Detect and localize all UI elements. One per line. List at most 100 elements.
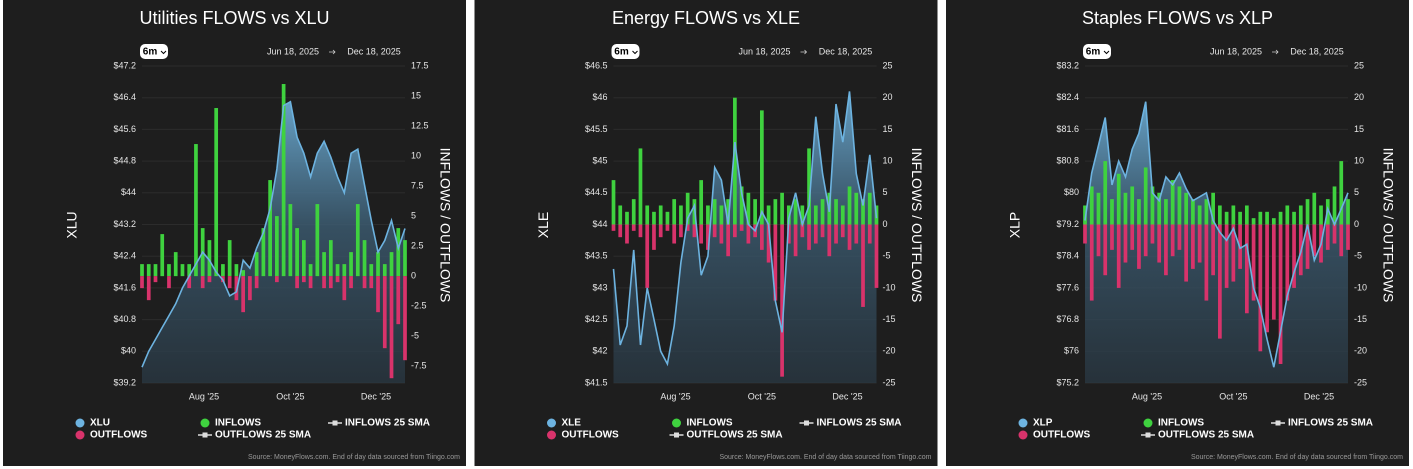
y2-tick-label: -15: [1354, 314, 1367, 324]
date-end[interactable]: Dec 18, 2025: [819, 46, 873, 56]
y2-tick-label: 10: [883, 155, 893, 165]
legend-marker: [75, 430, 85, 440]
outflow-bar: [652, 224, 656, 250]
outflow-bar: [820, 224, 825, 238]
panel: Staples FLOWS vs XLP 6m Jun 18, 2025 Dec 18…: [946, 0, 1409, 466]
inflow-bar: [1258, 211, 1263, 225]
inflow-bar: [328, 240, 333, 277]
legend-label[interactable]: OUTFLOWS 25 SMA: [215, 430, 311, 441]
y-tick-label: $42.5: [585, 314, 608, 324]
inflow-bar: [1292, 211, 1296, 225]
legend-label[interactable]: INFLOWS 25 SMA: [1288, 418, 1373, 429]
inflow-bar: [355, 204, 360, 277]
inflow-bar: [382, 264, 387, 277]
outflow-bar: [867, 224, 872, 244]
chart-title: Energy FLOWS vs XLE: [612, 8, 800, 28]
y-tick-label: $39.2: [113, 377, 136, 387]
outflow-bar: [1130, 224, 1135, 250]
outflow-bar: [1339, 224, 1344, 257]
y2-tick-label: 10: [411, 150, 421, 160]
outflow-bar: [1191, 224, 1195, 269]
range-button-label[interactable]: 6m: [143, 47, 158, 58]
range-button[interactable]: [1083, 44, 1111, 59]
inflow-bar: [652, 211, 656, 225]
date-start[interactable]: Jun 18, 2025: [267, 46, 319, 56]
legend-label[interactable]: INFLOWS: [215, 418, 261, 429]
x-tick-label: Oct '25: [1219, 391, 1247, 401]
inflow-bar: [403, 240, 407, 277]
legend-marker: [672, 418, 681, 428]
inflow-bar: [362, 240, 367, 277]
inflow-bar: [834, 199, 838, 225]
price-area: [142, 101, 405, 383]
inflow-bar: [221, 264, 225, 277]
outflow-bar: [793, 224, 798, 257]
legend-marker: [1143, 418, 1153, 428]
legend-marker: [547, 430, 556, 440]
range-button-label[interactable]: 6m: [614, 47, 629, 58]
date-end[interactable]: Dec 18, 2025: [1290, 46, 1344, 56]
outflow-bar: [362, 276, 367, 289]
inflow-bar: [389, 252, 394, 277]
outflow-bar: [1157, 224, 1162, 263]
date-end[interactable]: Dec 18, 2025: [347, 46, 401, 56]
y-tick-label: $79.2: [1056, 219, 1079, 229]
inflow-bar: [746, 192, 751, 225]
range-button-label[interactable]: 6m: [1086, 47, 1101, 58]
outflow-bar: [1251, 224, 1256, 301]
outflow-bar: [746, 224, 751, 244]
outflow-bar: [1292, 224, 1296, 288]
inflow-bar: [1150, 186, 1155, 225]
outflow-bar: [739, 224, 744, 231]
outflow-bar: [146, 276, 151, 301]
inflow-bar: [1224, 211, 1229, 225]
inflow-bar: [1170, 180, 1175, 225]
legend-label[interactable]: INFLOWS 25 SMA: [817, 418, 902, 429]
outflow-bar: [295, 276, 299, 289]
outflow-bar: [389, 276, 394, 379]
outflow-bar: [1164, 224, 1168, 276]
range-button[interactable]: [140, 44, 168, 59]
inflow-bar: [739, 186, 744, 225]
range-button[interactable]: [611, 44, 640, 59]
legend-label[interactable]: OUTFLOWS 25 SMA: [687, 430, 783, 441]
y2-tick-label: 20: [1354, 92, 1364, 102]
legend-label[interactable]: INFLOWS 25 SMA: [345, 418, 430, 429]
legend-label[interactable]: XLE: [562, 418, 582, 429]
outflow-bar: [699, 224, 704, 244]
outflow-bar: [1110, 224, 1114, 250]
y2-tick-label: 20: [883, 92, 893, 102]
outflow-bar: [840, 224, 845, 238]
legend-label[interactable]: OUTFLOWS: [1033, 430, 1091, 441]
inflow-bar: [1191, 199, 1195, 225]
y-axis-title: XLP: [1007, 212, 1023, 238]
inflow-bar: [214, 108, 219, 277]
date-start[interactable]: Jun 18, 2025: [1210, 46, 1262, 56]
inflow-bar: [227, 240, 232, 277]
y-tick-label: $77.6: [1056, 282, 1079, 292]
outflow-bar: [618, 224, 623, 238]
legend-label[interactable]: XLP: [1033, 418, 1053, 429]
legend-label[interactable]: XLU: [90, 418, 110, 429]
outflow-bar: [342, 276, 347, 301]
x-tick-label: Aug '25: [1132, 391, 1162, 401]
legend-label[interactable]: INFLOWS: [1158, 418, 1204, 429]
y-tick-label: $47.2: [113, 60, 136, 70]
y2-tick-label: -25: [1354, 377, 1367, 387]
x-tick-label: Aug '25: [660, 391, 690, 401]
legend-label[interactable]: INFLOWS: [687, 418, 733, 429]
outflow-bar: [807, 224, 811, 250]
inflow-bar: [611, 180, 616, 225]
inflow-bar: [1130, 186, 1135, 225]
legend-label[interactable]: OUTFLOWS 25 SMA: [1158, 430, 1254, 441]
inflow-bar: [342, 264, 347, 277]
legend-label[interactable]: OUTFLOWS: [562, 430, 620, 441]
legend-marker: [547, 418, 556, 428]
outflow-bar: [1258, 224, 1263, 352]
inflow-bar: [1285, 205, 1290, 225]
inflow-bar: [1278, 211, 1283, 225]
date-start[interactable]: Jun 18, 2025: [738, 46, 790, 56]
outflow-bar: [1332, 224, 1337, 244]
legend-label[interactable]: OUTFLOWS: [90, 430, 148, 441]
outflow-bar: [1204, 224, 1209, 301]
